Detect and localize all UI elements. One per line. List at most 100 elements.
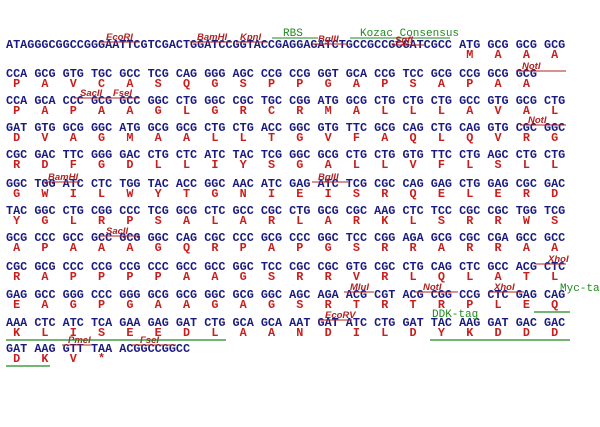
amino-acid: D bbox=[41, 158, 48, 172]
amino-acid: K bbox=[41, 352, 49, 366]
amino-acid: S bbox=[155, 214, 162, 228]
amino-acid: L bbox=[466, 270, 473, 284]
amino-acid: G bbox=[211, 104, 218, 118]
amino-acid: P bbox=[13, 104, 20, 118]
enzyme-site: XhoI bbox=[493, 282, 515, 293]
amino-acid: R bbox=[13, 158, 21, 172]
amino-acid: I bbox=[70, 187, 77, 201]
amino-acid: K bbox=[381, 214, 389, 228]
amino-acid: L bbox=[551, 270, 558, 284]
amino-acid: R bbox=[495, 214, 503, 228]
amino-acid: A bbox=[41, 298, 49, 312]
dna-sequence: GAG GCC GGG CCC GGG GCG GCG GGC GCG GGC … bbox=[6, 288, 565, 302]
amino-acid: A bbox=[523, 48, 531, 62]
amino-acid: L bbox=[410, 214, 417, 228]
amino-acid: Q bbox=[410, 131, 417, 145]
amino-acid: R bbox=[13, 270, 21, 284]
amino-acid: R bbox=[211, 241, 219, 255]
amino-acid: A bbox=[98, 241, 106, 255]
amino-acid: P bbox=[70, 270, 77, 284]
amino-acid: A bbox=[495, 77, 503, 91]
amino-acid: S bbox=[296, 298, 303, 312]
amino-acid: E bbox=[523, 298, 530, 312]
amino-acid: Y bbox=[438, 326, 446, 340]
amino-acid: P bbox=[296, 77, 303, 91]
enzyme-site: BglII bbox=[318, 172, 339, 183]
enzyme-site: BamHI bbox=[48, 172, 78, 183]
amino-acid: L bbox=[466, 187, 473, 201]
amino-acid: S bbox=[353, 187, 360, 201]
amino-acid: D bbox=[183, 326, 190, 340]
dna-sequence: CGC GAC TTC GGG GAC CTG CTC ATC TAC TCG … bbox=[6, 148, 565, 162]
amino-acid: M bbox=[466, 48, 473, 62]
amino-acid: D bbox=[126, 158, 133, 172]
amino-acid: G bbox=[296, 158, 303, 172]
amino-acid: G bbox=[325, 77, 332, 91]
amino-acid: I bbox=[353, 326, 360, 340]
amino-acid: L bbox=[183, 158, 190, 172]
amino-acid: A bbox=[381, 131, 389, 145]
amino-acid: V bbox=[41, 131, 49, 145]
amino-acid: P bbox=[70, 104, 77, 118]
amino-acid: A bbox=[551, 48, 559, 62]
dna-sequence: CGC GCG CCC CCG CCG CCC GCC GCC GGC TCC … bbox=[6, 260, 565, 274]
amino-acid: F bbox=[353, 131, 360, 145]
amino-acid: R bbox=[325, 298, 333, 312]
enzyme-site: NotI bbox=[528, 115, 547, 126]
enzyme-site: SacII bbox=[80, 88, 103, 99]
amino-acid: A bbox=[126, 104, 134, 118]
amino-acid: G bbox=[98, 131, 105, 145]
amino-acid: G bbox=[126, 298, 133, 312]
amino-acid: R bbox=[325, 270, 333, 284]
amino-acid: A bbox=[211, 270, 219, 284]
amino-acid: L bbox=[466, 158, 473, 172]
amino-acid: L bbox=[155, 158, 162, 172]
amino-acid: A bbox=[155, 298, 163, 312]
amino-acid: P bbox=[126, 214, 133, 228]
amino-acid: R bbox=[523, 131, 531, 145]
amino-acid: D bbox=[523, 326, 530, 340]
amino-acid: P bbox=[268, 77, 275, 91]
dna-sequence: CCA GCG GTG TGC GCC TCG CAG GGG AGC CCG … bbox=[6, 67, 537, 81]
amino-acid: G bbox=[551, 131, 558, 145]
amino-acid: A bbox=[438, 241, 446, 255]
amino-acid: C bbox=[98, 77, 105, 91]
amino-acid: S bbox=[495, 158, 502, 172]
amino-acid: A bbox=[495, 48, 503, 62]
amino-acid: G bbox=[155, 104, 162, 118]
amino-acid: C bbox=[268, 104, 275, 118]
amino-acid: A bbox=[551, 241, 559, 255]
amino-acid: L bbox=[381, 326, 388, 340]
amino-acid: Y bbox=[240, 158, 248, 172]
amino-acid: Q bbox=[183, 77, 190, 91]
amino-acid: G bbox=[155, 241, 162, 255]
amino-acid: A bbox=[240, 214, 248, 228]
amino-acid: G bbox=[268, 298, 275, 312]
amino-acid: A bbox=[70, 241, 78, 255]
feature-label: Kozac Consensus bbox=[360, 28, 459, 40]
amino-acid: G bbox=[13, 187, 20, 201]
amino-acid: P bbox=[98, 298, 105, 312]
dna-sequence: GGC TGG ATC CTC TGG TAC ACC GGC AAC ATC … bbox=[6, 177, 565, 191]
amino-acid: R bbox=[466, 241, 474, 255]
amino-acid: L bbox=[211, 326, 218, 340]
amino-acid: S bbox=[551, 214, 558, 228]
amino-acid: E bbox=[155, 326, 162, 340]
amino-acid: G bbox=[41, 214, 48, 228]
amino-acid: R bbox=[98, 214, 106, 228]
amino-acid: P bbox=[155, 270, 162, 284]
amino-acid: T bbox=[523, 270, 530, 284]
amino-acid: A bbox=[13, 241, 21, 255]
amino-acid: E bbox=[126, 326, 133, 340]
amino-acid: A bbox=[98, 104, 106, 118]
amino-acid: L bbox=[551, 158, 558, 172]
amino-acid: L bbox=[98, 187, 105, 201]
amino-acid: R bbox=[296, 104, 304, 118]
dna-sequence: TAC GGC CTG CGG CCC TCG GCG CTC GCC CGC … bbox=[6, 204, 565, 218]
amino-acid: Q bbox=[410, 187, 417, 201]
dna-sequence: AAA CTC ATC TCA GAA GAG GAT CTG GCA GCA … bbox=[6, 316, 565, 330]
amino-acid: A bbox=[183, 131, 191, 145]
amino-acid: V bbox=[70, 77, 78, 91]
